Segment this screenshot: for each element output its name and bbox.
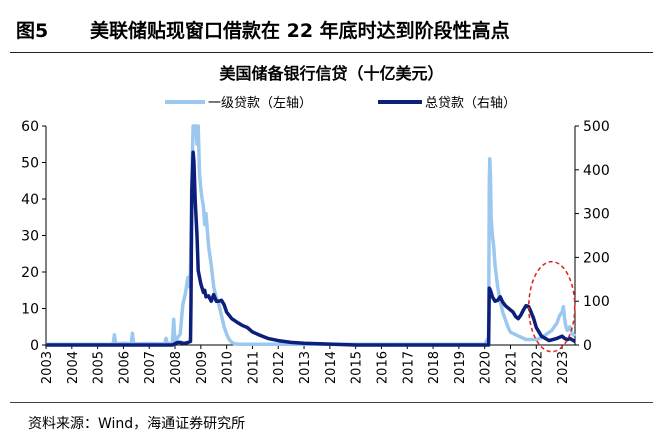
left-tick-label: 30: [21, 229, 39, 245]
series-line-primary-credit: [46, 124, 576, 347]
x-tick-label: 2018: [427, 351, 442, 384]
x-tick-label: 2022: [530, 351, 545, 384]
source-note: 资料来源：Wind，海通证券研究所: [28, 416, 246, 432]
legend-label-primary: 一级贷款（左轴）: [208, 96, 312, 111]
x-tick-label: 2008: [169, 351, 184, 384]
right-tick-label: 300: [583, 207, 610, 223]
x-tick-label: 2020: [479, 351, 494, 384]
right-tick-label: 200: [583, 250, 610, 266]
x-tick-label: 2006: [117, 351, 132, 384]
x-tick-label: 2003: [40, 351, 55, 384]
x-tick-label: 2016: [375, 351, 390, 384]
bottom-rule: [10, 402, 653, 403]
x-tick-label: 2012: [272, 351, 287, 384]
x-tick-label: 2010: [221, 351, 236, 384]
x-tick-label: 2004: [66, 351, 81, 384]
figure-number: 图5: [16, 20, 49, 42]
x-tick-label: 2007: [143, 351, 158, 384]
series-line-total-loans: [46, 150, 576, 347]
x-tick-label: 2017: [401, 351, 416, 384]
x-tick-label: 2011: [246, 351, 261, 384]
highlight-ellipse: [528, 260, 576, 353]
x-tick-label: 2013: [298, 351, 313, 384]
x-tick-label: 2023: [556, 351, 571, 384]
left-tick-label: 20: [21, 265, 39, 281]
right-tick-label: 500: [583, 119, 610, 135]
left-tick-label: 50: [21, 156, 39, 172]
chart-title: 美国储备银行信贷（十亿美元）: [219, 64, 444, 83]
left-tick-label: 0: [30, 338, 39, 354]
right-tick-label: 0: [583, 338, 592, 354]
x-tick-label: 2009: [195, 351, 210, 384]
x-tick-label: 2021: [504, 351, 519, 384]
figure-header: 图5 美联储贴现窗口借款在 22 年底时达到阶段性高点: [10, 12, 653, 53]
legend-label-total: 总贷款（右轴）: [425, 96, 516, 111]
x-tick-label: 2005: [92, 351, 107, 384]
right-tick-label: 100: [583, 294, 610, 310]
left-tick-label: 60: [21, 119, 39, 135]
right-tick-label: 400: [583, 163, 610, 179]
left-tick-label: 10: [21, 302, 39, 318]
x-tick-label: 2019: [453, 351, 468, 384]
x-tick-label: 2014: [324, 351, 339, 384]
left-tick-label: 40: [21, 192, 39, 208]
x-tick-label: 2015: [350, 351, 365, 384]
figure-title: 美联储贴现窗口借款在 22 年底时达到阶段性高点: [90, 20, 510, 42]
